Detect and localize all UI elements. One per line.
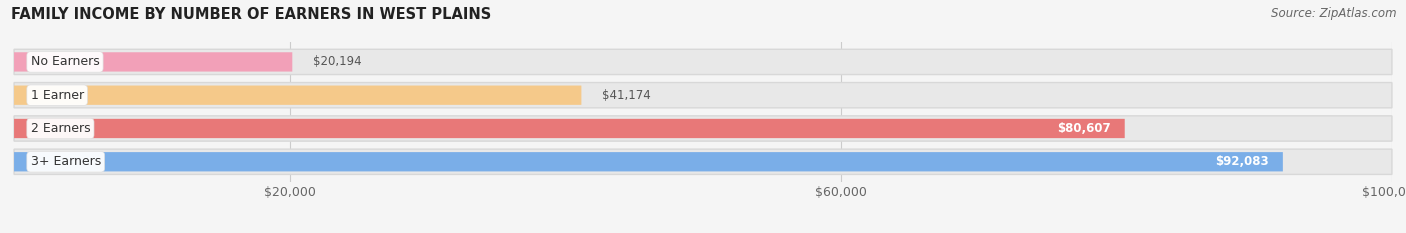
FancyBboxPatch shape	[14, 52, 292, 72]
Text: 2 Earners: 2 Earners	[31, 122, 90, 135]
FancyBboxPatch shape	[14, 119, 1125, 138]
FancyBboxPatch shape	[14, 82, 1392, 108]
FancyBboxPatch shape	[14, 152, 1282, 171]
FancyBboxPatch shape	[14, 49, 1392, 75]
Text: FAMILY INCOME BY NUMBER OF EARNERS IN WEST PLAINS: FAMILY INCOME BY NUMBER OF EARNERS IN WE…	[11, 7, 492, 22]
Text: $41,174: $41,174	[602, 89, 651, 102]
Text: $20,194: $20,194	[314, 55, 361, 69]
FancyBboxPatch shape	[14, 116, 1392, 141]
Text: Source: ZipAtlas.com: Source: ZipAtlas.com	[1271, 7, 1396, 20]
Text: 1 Earner: 1 Earner	[31, 89, 84, 102]
FancyBboxPatch shape	[14, 149, 1392, 175]
Text: No Earners: No Earners	[31, 55, 100, 69]
FancyBboxPatch shape	[14, 86, 582, 105]
Text: $92,083: $92,083	[1215, 155, 1270, 168]
Text: $80,607: $80,607	[1057, 122, 1111, 135]
Text: 3+ Earners: 3+ Earners	[31, 155, 101, 168]
